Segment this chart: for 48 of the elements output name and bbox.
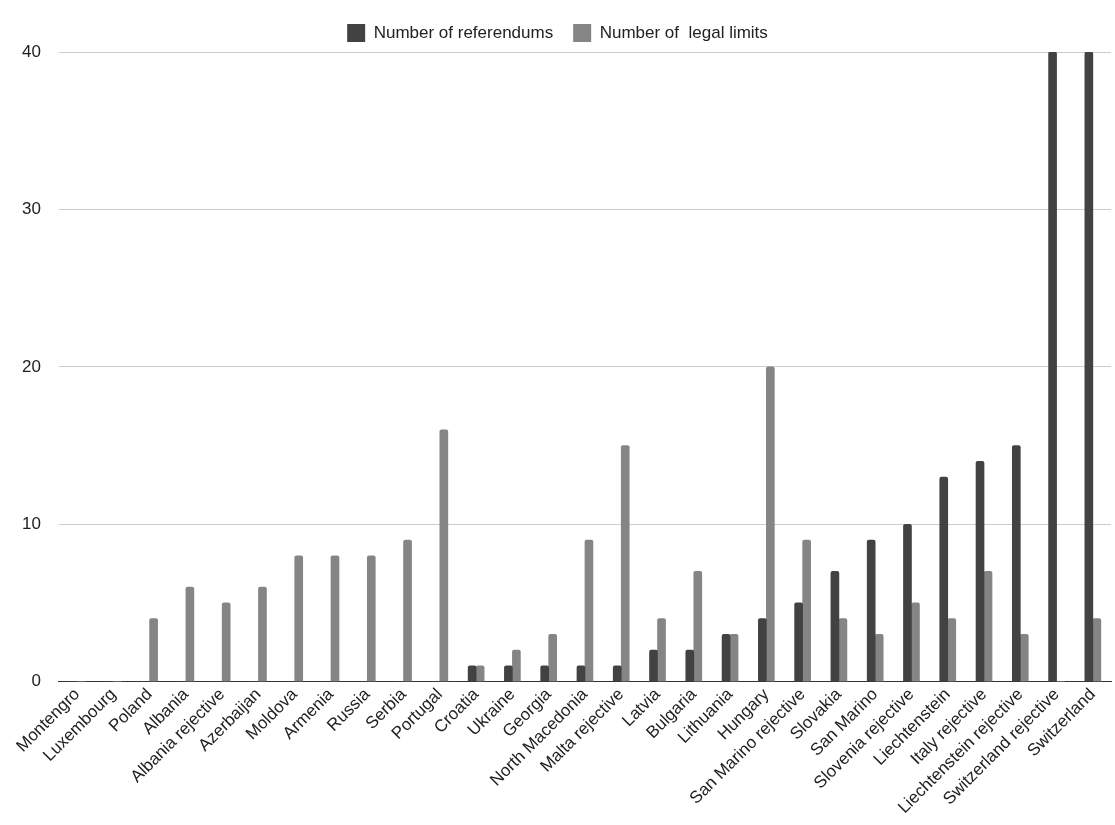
- bar: [258, 586, 267, 682]
- y-tick-label: 40: [21, 41, 41, 61]
- bar: [512, 649, 521, 682]
- bar: [939, 476, 949, 682]
- bar: [439, 429, 449, 682]
- y-tick-label: 0: [31, 671, 41, 691]
- bar: [758, 618, 767, 682]
- bar: [540, 665, 550, 682]
- bar: [403, 539, 412, 682]
- bar: [866, 539, 876, 682]
- bar: [1048, 52, 1057, 682]
- bar: [649, 649, 658, 682]
- bar: [693, 571, 703, 682]
- y-tick-label: 30: [21, 199, 41, 219]
- bar: [947, 618, 957, 682]
- legend-label: Number of legal limits: [599, 22, 768, 42]
- bar: [620, 445, 630, 682]
- bar: [729, 634, 739, 682]
- bar: [221, 602, 231, 682]
- bar: [838, 618, 848, 682]
- bar: [504, 665, 513, 682]
- bar: [721, 634, 731, 682]
- bar: [794, 602, 803, 682]
- bar: [975, 460, 985, 682]
- bar: [149, 618, 158, 682]
- bar: [185, 586, 195, 682]
- bar: [802, 539, 811, 682]
- bar: [911, 602, 920, 682]
- bar: [766, 366, 775, 682]
- y-tick-label: 10: [21, 513, 41, 533]
- bar: [612, 665, 622, 682]
- bar: [1084, 52, 1094, 682]
- bar: [983, 571, 993, 682]
- bar: [366, 555, 376, 682]
- bar: [1019, 634, 1029, 682]
- bar: [830, 571, 840, 682]
- bar: [584, 539, 594, 682]
- bar: [903, 523, 912, 682]
- bar: [657, 618, 666, 682]
- bar: [548, 634, 558, 682]
- bar: [1092, 618, 1102, 682]
- bar: [294, 555, 304, 682]
- bar: [874, 634, 884, 682]
- bar: [330, 555, 340, 682]
- y-tick-label: 20: [21, 356, 41, 376]
- bar: [685, 649, 695, 682]
- bar: [1011, 445, 1021, 682]
- legend-label: Number of referendums: [373, 22, 554, 42]
